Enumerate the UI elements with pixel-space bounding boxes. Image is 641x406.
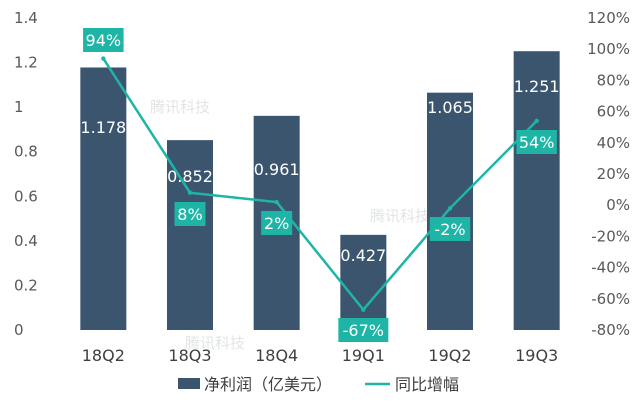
bar-value-label: 0.852: [167, 167, 213, 186]
right-tick-label: 100%: [587, 40, 630, 58]
right-tick-label: 120%: [587, 9, 630, 27]
watermark-0: 腾讯科技: [150, 98, 210, 116]
category-label: 19Q1: [342, 346, 385, 365]
growth-point-18Q2: [101, 56, 106, 61]
growth-point-19Q2: [447, 206, 453, 211]
legend-line-label: 同比增幅: [395, 375, 459, 394]
growth-line-layer: [101, 56, 539, 312]
legend-bar-swatch: [178, 378, 200, 389]
bar-value-label: 0.961: [254, 160, 300, 179]
left-tick-label: 1.2: [14, 54, 38, 72]
growth-label-box: [516, 130, 557, 154]
right-axis: -80% -60% -40% -20% 0% 20% 40% 60% 80% 100% 120%: [587, 9, 630, 339]
left-tick-label: 0.8: [14, 143, 38, 161]
right-tick-label: 80%: [597, 71, 630, 89]
bar-19Q2: [427, 92, 473, 331]
left-tick-label: 0.6: [14, 187, 38, 205]
category-label: 18Q2: [82, 346, 125, 365]
growth-value-label: 94%: [86, 31, 122, 50]
right-tick-label: -20%: [591, 227, 630, 245]
category-label: 18Q4: [255, 346, 298, 365]
bar-value-labels: 1.178 0.852 0.961 0.427 1.065 1.251: [80, 77, 559, 265]
growth-point-18Q3: [187, 190, 193, 195]
legend-bar-label: 净利润（亿美元）: [204, 375, 332, 394]
bar-value-label: 1.065: [427, 98, 473, 117]
bar-18Q3: [167, 140, 213, 330]
left-tick-label: 0.4: [14, 232, 38, 250]
right-tick-label: -40%: [591, 259, 630, 277]
left-tick-label: 1: [14, 98, 24, 116]
left-axis: 0 0.2 0.4 0.6 0.8 1 1.2 1.4: [14, 9, 38, 339]
left-tick-label: 0.2: [14, 276, 38, 294]
legend: 净利润（亿美元） 同比增幅: [178, 375, 459, 394]
left-tick-label: 1.4: [14, 9, 38, 27]
growth-point-19Q3: [534, 118, 539, 124]
category-label: 19Q3: [515, 346, 558, 365]
right-tick-label: 60%: [597, 103, 630, 121]
growth-label-box: [429, 217, 471, 241]
growth-value-label: 2%: [264, 214, 289, 233]
growth-value-label: -2%: [434, 220, 465, 239]
bars: [80, 51, 560, 331]
watermark-2: 腾讯科技: [185, 334, 245, 352]
growth-value-labels: 94% 8% 2% -67% -2% 54%: [83, 28, 557, 342]
right-tick-label: -60%: [591, 290, 630, 308]
right-tick-label: 40%: [597, 134, 630, 152]
watermark-1: 腾讯科技: [370, 207, 430, 225]
growth-label-box: [338, 318, 389, 342]
bar-value-label: 0.427: [340, 246, 386, 265]
category-axis: 18Q2 18Q3 18Q4 19Q1 19Q2 19Q3: [82, 346, 558, 365]
left-tick-label: 0: [14, 321, 24, 339]
growth-point-19Q1: [361, 307, 366, 312]
growth-value-label: 54%: [519, 133, 555, 152]
bar-19Q3: [513, 51, 560, 330]
bar-19Q1: [340, 234, 387, 330]
bar-value-label: 1.251: [514, 77, 560, 96]
growth-value-label: 8%: [177, 205, 202, 224]
growth-point-18Q4: [274, 199, 279, 205]
right-tick-label: 0%: [606, 196, 630, 214]
bar-value-label: 1.178: [80, 118, 126, 137]
growth-label-box: [174, 202, 206, 226]
right-tick-label: -80%: [591, 321, 630, 339]
right-tick-label: 20%: [597, 165, 630, 183]
growth-label-box: [83, 28, 124, 52]
growth-value-label: -67%: [343, 321, 384, 340]
category-label: 19Q2: [428, 346, 471, 365]
growth-line: [102, 57, 538, 311]
bar-18Q2: [80, 67, 127, 330]
category-label: 18Q3: [168, 346, 211, 365]
growth-label-box: [261, 211, 293, 235]
